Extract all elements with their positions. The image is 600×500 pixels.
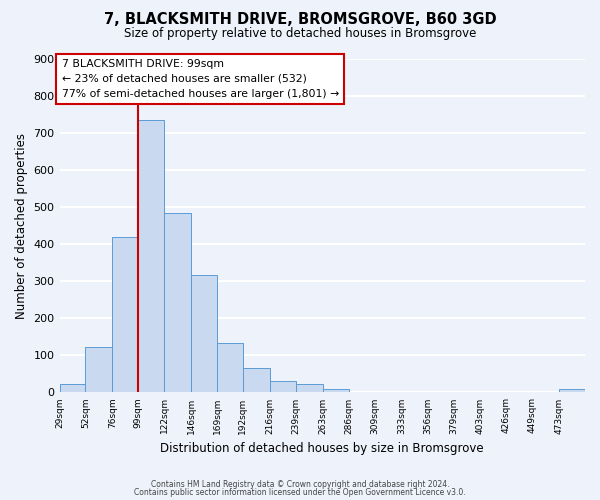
Y-axis label: Number of detached properties: Number of detached properties [15, 132, 28, 318]
Text: Contains HM Land Registry data © Crown copyright and database right 2024.: Contains HM Land Registry data © Crown c… [151, 480, 449, 489]
Bar [139, 120, 164, 392]
Bar [323, 388, 349, 392]
Text: Size of property relative to detached houses in Bromsgrove: Size of property relative to detached ho… [124, 28, 476, 40]
Bar [59, 384, 85, 392]
X-axis label: Distribution of detached houses by size in Bromsgrove: Distribution of detached houses by size … [160, 442, 484, 455]
Text: Contains public sector information licensed under the Open Government Licence v3: Contains public sector information licen… [134, 488, 466, 497]
Bar [191, 274, 217, 392]
Bar [164, 214, 191, 392]
Bar [217, 343, 243, 392]
Bar [270, 382, 296, 392]
Bar [85, 347, 112, 393]
Bar [243, 368, 270, 392]
Text: 7, BLACKSMITH DRIVE, BROMSGROVE, B60 3GD: 7, BLACKSMITH DRIVE, BROMSGROVE, B60 3GD [104, 12, 496, 28]
Bar [296, 384, 323, 392]
Bar [112, 237, 139, 392]
Bar [559, 390, 585, 392]
Text: 7 BLACKSMITH DRIVE: 99sqm
← 23% of detached houses are smaller (532)
77% of semi: 7 BLACKSMITH DRIVE: 99sqm ← 23% of detac… [62, 59, 339, 98]
